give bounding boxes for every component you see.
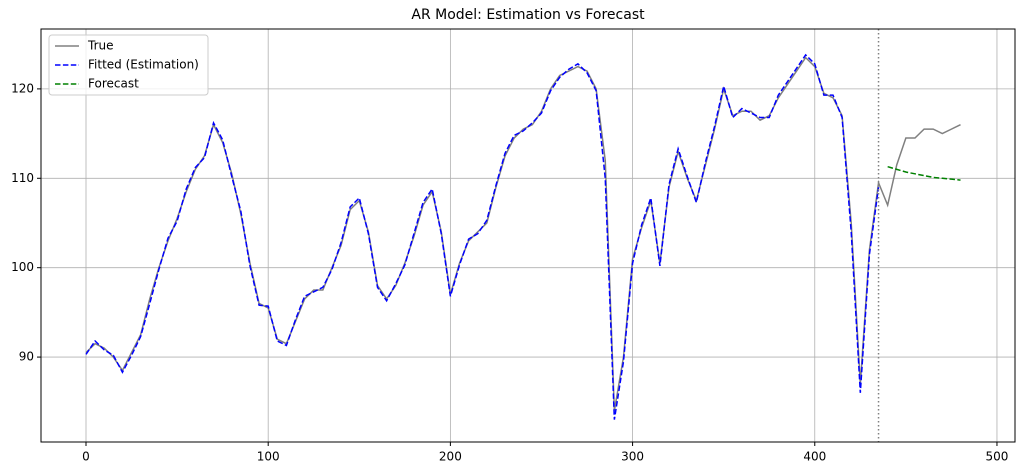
legend-label: Forecast: [88, 77, 139, 91]
line-series: [85, 56, 961, 411]
y-tick-label: 90: [19, 350, 34, 364]
x-tick-label: 300: [621, 450, 644, 464]
y-tick-label: 100: [11, 260, 34, 274]
legend-label: True: [87, 39, 114, 53]
y-tick-label: 110: [11, 171, 34, 185]
legend-label: Fitted (Estimation): [88, 58, 199, 72]
x-tick-label: 400: [803, 450, 826, 464]
x-tick-label: 100: [257, 450, 280, 464]
x-tick-label: 500: [986, 450, 1009, 464]
line-series: [85, 53, 880, 420]
plot-frame: [40, 28, 1016, 443]
y-tick-label: 120: [11, 81, 34, 95]
line-series: [887, 165, 961, 181]
legend-box: [48, 34, 209, 96]
x-tick-label: 200: [439, 450, 462, 464]
chart-title: AR Model: Estimation vs Forecast: [411, 7, 645, 23]
x-tick-label: 0: [82, 450, 90, 464]
